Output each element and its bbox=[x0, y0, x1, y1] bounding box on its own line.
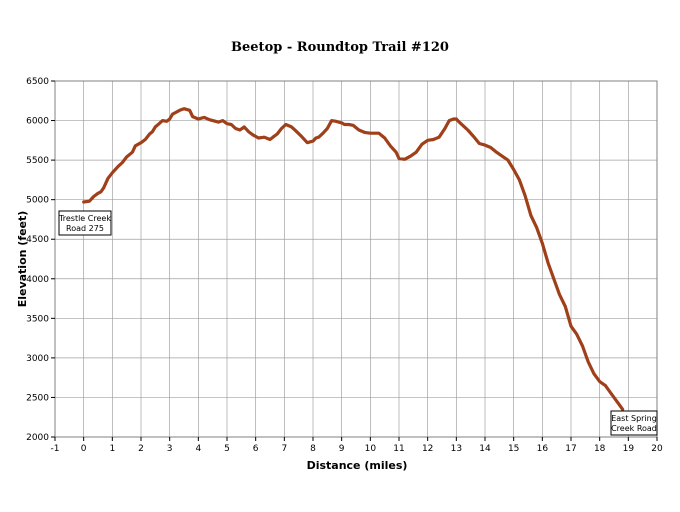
y-tick-label: 4000 bbox=[26, 275, 49, 285]
y-tick-label: 2500 bbox=[26, 393, 49, 403]
annotation-text: East Spring bbox=[611, 414, 657, 423]
x-tick-label: 4 bbox=[195, 444, 201, 454]
x-tick-label: 15 bbox=[508, 444, 519, 454]
elevation-line bbox=[82, 107, 625, 411]
annotation-box bbox=[58, 210, 112, 236]
x-tick-label: 2 bbox=[138, 444, 144, 454]
y-tick-label: 5000 bbox=[26, 196, 49, 206]
annotation-text: Trestle Creek bbox=[58, 214, 111, 223]
x-tick-label: 18 bbox=[594, 444, 606, 454]
x-tick-label: 8 bbox=[310, 444, 316, 454]
x-tick-label: 6 bbox=[253, 444, 259, 454]
x-tick-label: 7 bbox=[281, 444, 287, 454]
y-axis-label: Elevation (feet) bbox=[16, 211, 29, 308]
x-tick-label: 16 bbox=[537, 444, 549, 454]
x-axis-ticks: -1 0 1 2 3 4 5 6 7 8 9 10 11 12 13 14 15 16 17 18 19 20 bbox=[51, 437, 663, 454]
x-tick-label: 20 bbox=[651, 444, 663, 454]
y-tick-label: 4500 bbox=[26, 235, 49, 245]
y-axis-ticks: 2000 2500 3000 3500 4000 4500 5000 5500 6000 6500 bbox=[26, 77, 55, 443]
grid-lines bbox=[54, 80, 658, 438]
x-tick-label: 5 bbox=[224, 444, 230, 454]
x-tick-label: 3 bbox=[167, 444, 173, 454]
annotation-text: Creek Road bbox=[611, 424, 657, 433]
y-tick-label: 3000 bbox=[26, 354, 49, 364]
x-tick-label: 12 bbox=[422, 444, 433, 454]
y-tick-label: 2000 bbox=[26, 433, 49, 443]
chart-title: Beetop - Roundtop Trail #120 bbox=[231, 40, 449, 55]
x-tick-label: 19 bbox=[623, 444, 635, 454]
x-tick-label: 17 bbox=[565, 444, 576, 454]
x-tick-label: 9 bbox=[339, 444, 345, 454]
plot-area-border bbox=[54, 80, 658, 438]
x-tick-label: 1 bbox=[109, 444, 115, 454]
y-tick-label: 5500 bbox=[26, 156, 49, 166]
x-tick-label: -1 bbox=[51, 444, 60, 454]
x-tick-label: 10 bbox=[365, 444, 377, 454]
x-axis-label: Distance (miles) bbox=[307, 459, 408, 472]
annotation-box bbox=[610, 410, 658, 436]
x-tick-label: 0 bbox=[81, 444, 87, 454]
y-tick-label: 3500 bbox=[26, 314, 49, 324]
x-tick-label: 13 bbox=[451, 444, 462, 454]
x-tick-label: 14 bbox=[479, 444, 491, 454]
y-tick-label: 6500 bbox=[26, 77, 49, 87]
y-tick-label: 6000 bbox=[26, 117, 49, 127]
annotation-text: Road 275 bbox=[66, 224, 104, 233]
x-tick-label: 11 bbox=[393, 444, 404, 454]
